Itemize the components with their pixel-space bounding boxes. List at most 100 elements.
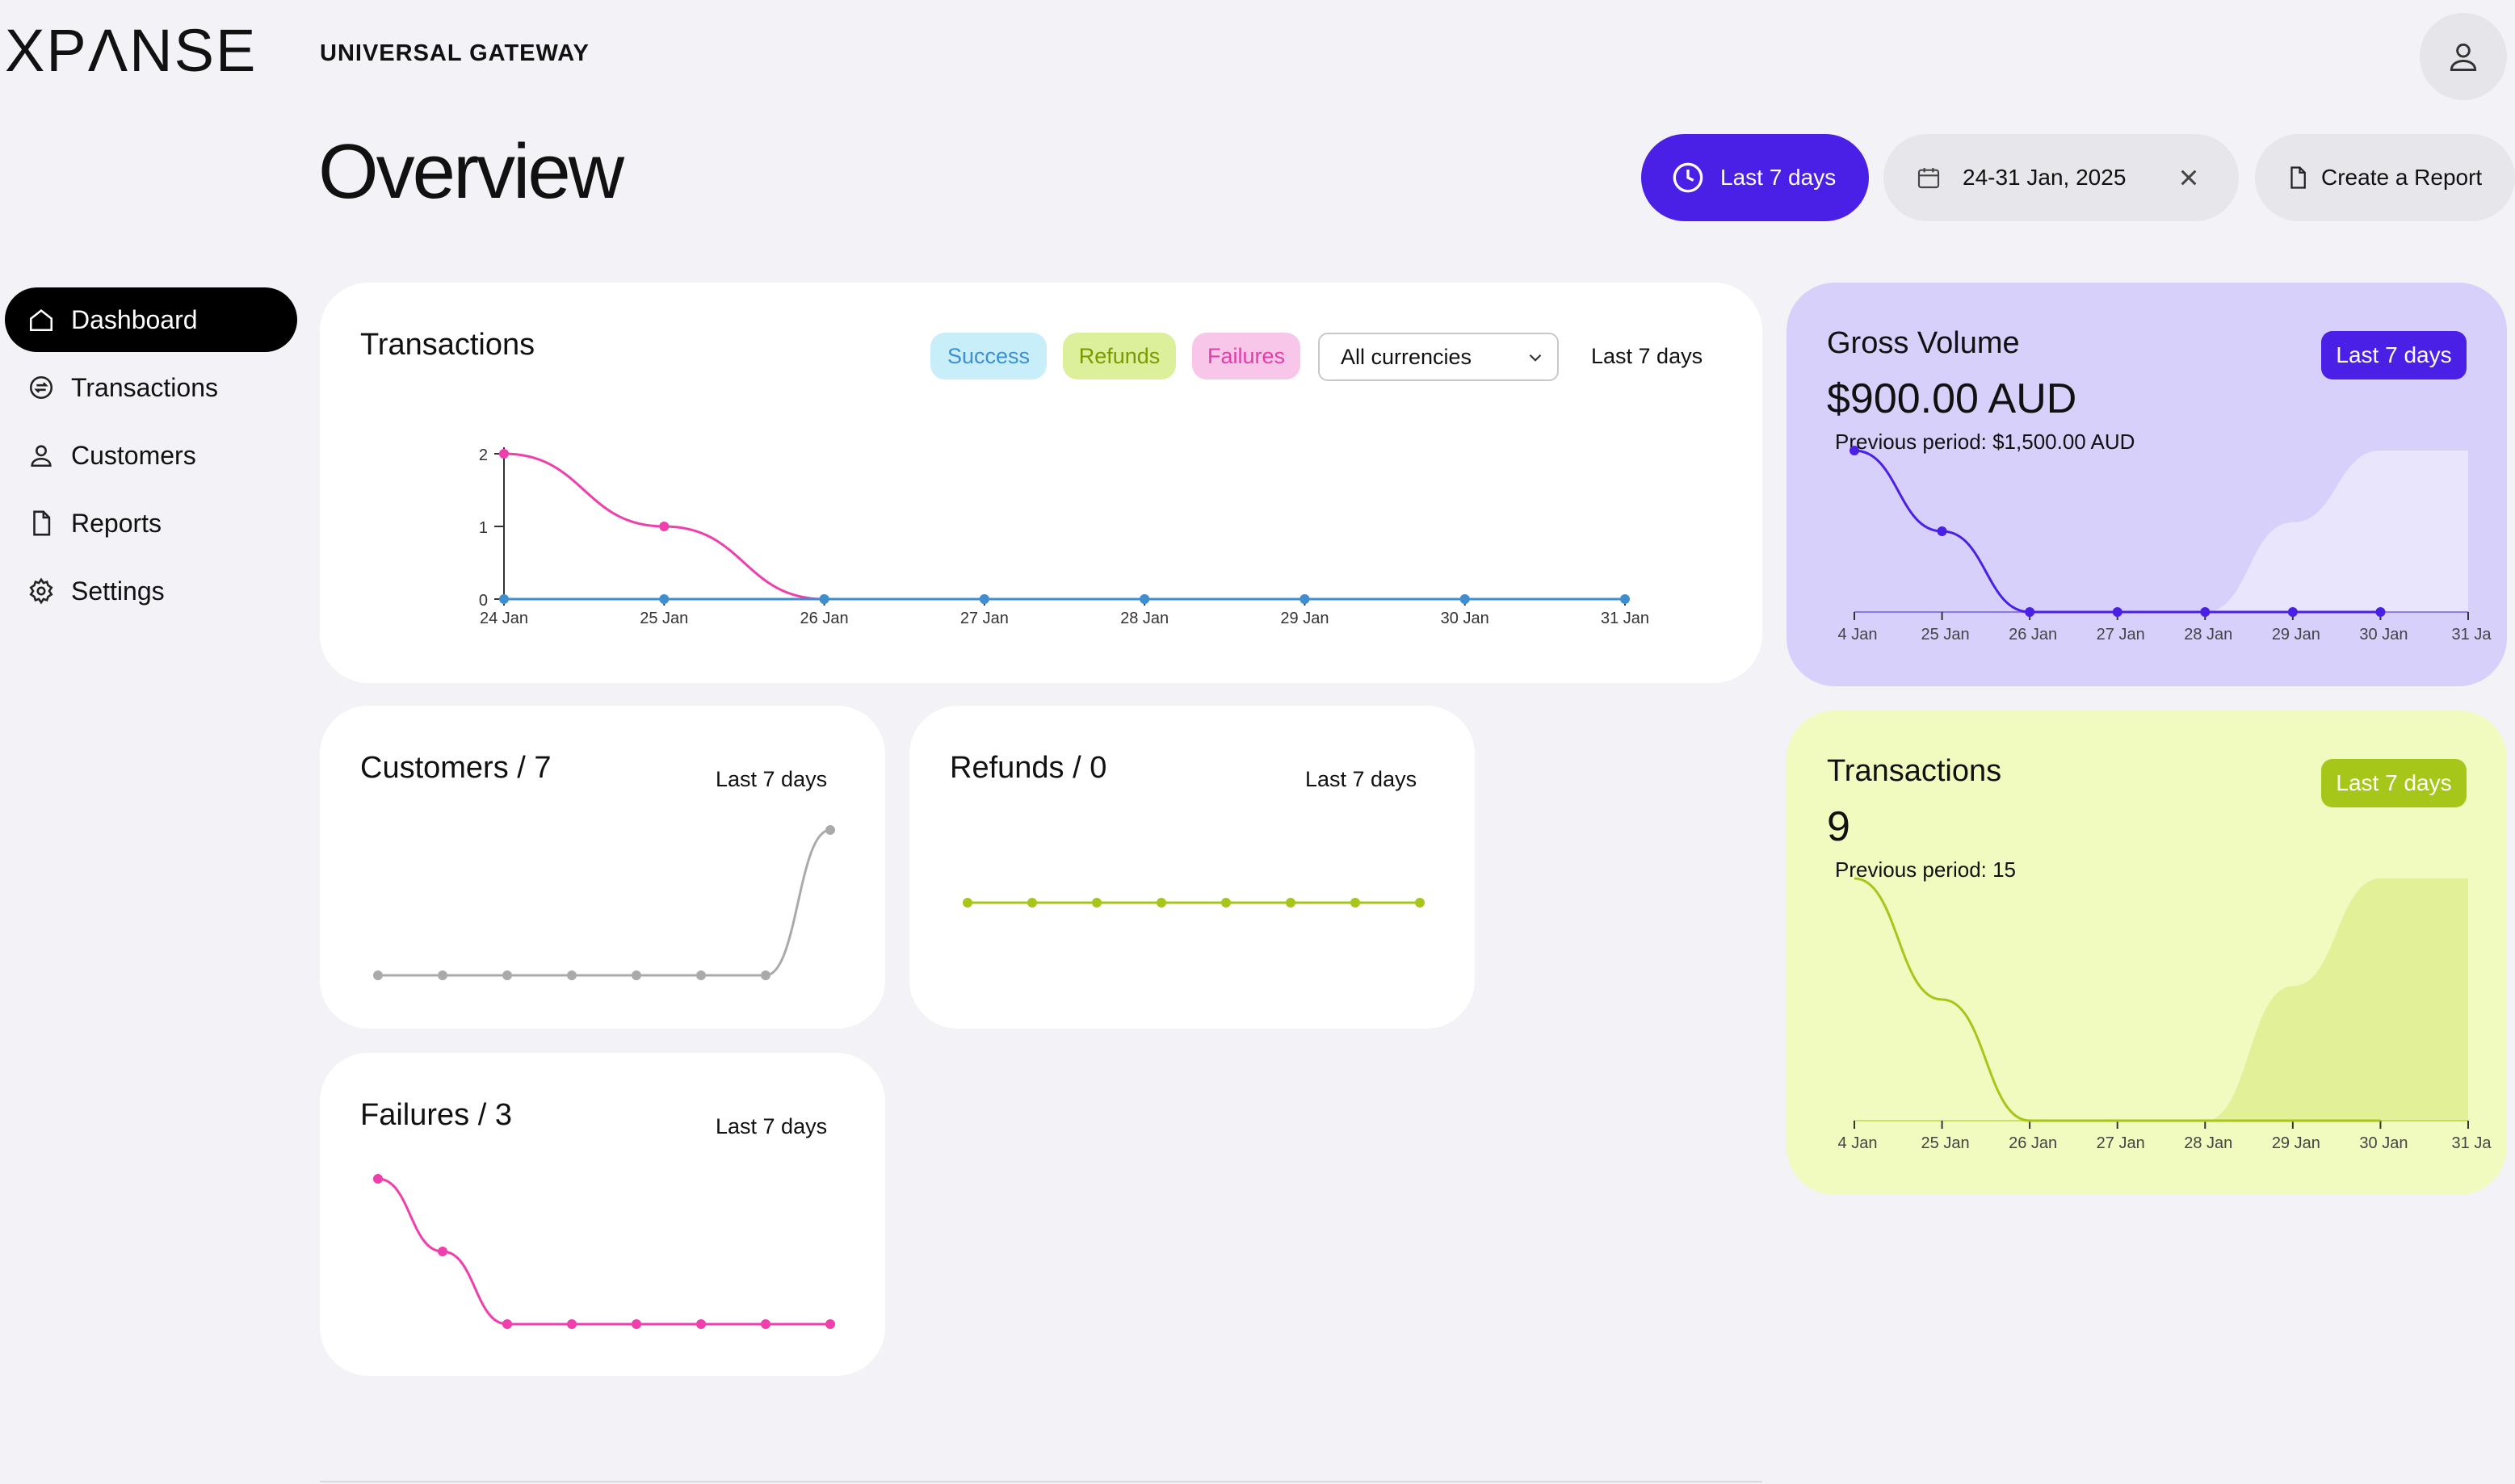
failures-filter-chip[interactable]: Failures	[1192, 333, 1300, 379]
x-tick-label: 4 Jan	[1838, 1134, 1878, 1152]
customers-line	[377, 828, 831, 977]
x-tick-label: 26 Jan	[800, 610, 849, 627]
sidebar-item-label: Reports	[71, 508, 162, 538]
customers-card-title: Customers / 7	[360, 751, 552, 785]
brand-logo: XPΛNSE	[5, 17, 258, 84]
sidebar-item-label: Settings	[71, 576, 165, 606]
gross-volume-title: Gross Volume	[1827, 326, 2020, 360]
transactions-range: Last 7 days	[1591, 344, 1703, 368]
create-report-label: Create a Report	[2321, 165, 2483, 190]
transactions-chart: 0 1 2 24 Jan 25 Jan 26 Jan 27 Jan 28 Jan 29 Jan 3…	[479, 446, 1649, 627]
range-label: Last 7 days	[1720, 165, 1837, 190]
sidebar-item-label: Dashboard	[71, 304, 198, 334]
date-range-label: 24-31 Jan, 2025	[1963, 165, 2127, 190]
customers-point	[438, 970, 447, 980]
refunds-point	[1027, 898, 1037, 908]
gross-point	[1937, 526, 1947, 536]
user-avatar-button[interactable]	[2420, 13, 2507, 100]
x-tick-label: 27 Jan	[2097, 1134, 2145, 1152]
refunds-card	[909, 706, 1475, 1029]
x-tick-label: 25 Jan	[640, 610, 688, 627]
gross-volume-chart: 4 Jan 25 Jan 26 Jan 27 Jan 28 Jan 29 Jan 30 Ja…	[1838, 446, 2492, 643]
refunds-point	[1350, 898, 1360, 908]
sidebar-item-transactions[interactable]: Transactions	[5, 355, 297, 420]
failures-range: Last 7 days	[716, 1114, 828, 1138]
failures-point	[502, 1319, 512, 1329]
customers-point	[825, 825, 835, 835]
customers-chart	[373, 825, 835, 980]
failures-point	[825, 1319, 835, 1329]
x-tick-label: 31 Ja	[2452, 626, 2492, 643]
user-icon	[2450, 43, 2477, 71]
customers-point	[632, 970, 641, 980]
gear-icon	[29, 577, 53, 605]
currency-select-value: All currencies	[1341, 344, 1472, 369]
customers-point	[502, 970, 512, 980]
x-tick-label: 24 Jan	[480, 610, 528, 627]
gross-volume-value: $900.00 AUD	[1827, 375, 2077, 422]
date-range-picker[interactable]: 24-31 Jan, 2025	[1883, 134, 2239, 221]
refunds-chart	[963, 898, 1425, 908]
clock-icon	[1673, 162, 1703, 193]
customers-point	[696, 970, 706, 980]
x-tick-label: 29 Jan	[2272, 1134, 2320, 1152]
x-tick-label: 25 Jan	[1921, 626, 1970, 643]
transactions-previous-period: Previous period: 15	[1835, 857, 2017, 882]
data-point-success	[659, 594, 670, 604]
transactions-card-title: Transactions	[360, 328, 535, 362]
x-tick-label: 4 Jan	[1838, 626, 1878, 643]
transactions-summary-chart: 4 Jan 25 Jan 26 Jan 27 Jan 28 Jan 29 Jan 30 Ja…	[1838, 877, 2492, 1152]
refunds-point	[1415, 898, 1425, 908]
refunds-point	[1157, 898, 1166, 908]
home-icon	[29, 309, 53, 332]
refunds-filter-chip[interactable]: Refunds	[1063, 333, 1176, 379]
sidebar-item-reports[interactable]: Reports	[5, 491, 297, 555]
x-tick-label: 26 Jan	[2009, 1134, 2057, 1152]
tx_summary-current-line	[1854, 877, 2381, 1122]
sidebar-item-dashboard[interactable]: Dashboard	[5, 287, 297, 352]
refunds-point	[963, 898, 972, 908]
x-tick-label: 30 Jan	[1441, 610, 1489, 627]
gross-range-badge[interactable]: Last 7 days	[2321, 331, 2467, 379]
last-7-days-button[interactable]: Last 7 days	[1641, 134, 1869, 221]
series-line-failures	[503, 452, 1465, 601]
x-tick-label: 27 Jan	[2097, 626, 2145, 643]
gross-point	[2375, 607, 2386, 617]
chevron-down-icon	[1529, 354, 1542, 362]
y-tick-label: 1	[479, 519, 488, 537]
x-tick-label: 27 Jan	[960, 610, 1009, 627]
success-filter-chip[interactable]: Success	[930, 333, 1047, 379]
refunds-point	[1221, 898, 1231, 908]
product-name: UNIVERSAL GATEWAY	[320, 40, 590, 66]
x-tick-label: 29 Jan	[1280, 610, 1329, 627]
close-icon[interactable]	[2173, 161, 2205, 194]
tx_summary-previous-area	[1854, 878, 2468, 1121]
data-point-failures	[659, 522, 670, 531]
sidebar-item-settings[interactable]: Settings	[5, 559, 297, 623]
transactions-summary-value: 9	[1827, 803, 1850, 850]
create-report-button[interactable]: Create a Report	[2255, 134, 2515, 221]
transfer-icon	[29, 375, 53, 400]
y-tick-label: 0	[479, 592, 488, 610]
failures-point	[438, 1247, 447, 1256]
sidebar-item-label: Customers	[71, 440, 196, 470]
data-point-success	[1620, 594, 1630, 604]
failures-chart	[373, 1174, 835, 1329]
x-tick-label: 25 Jan	[1921, 1134, 1970, 1152]
page-title: Overview	[318, 128, 624, 215]
user-icon	[31, 445, 52, 467]
x-tick-label: 30 Jan	[2359, 626, 2408, 643]
customers-point	[761, 970, 770, 980]
x-tick-label: 26 Jan	[2009, 626, 2057, 643]
document-icon	[2290, 166, 2306, 189]
divider	[320, 1481, 1762, 1482]
currency-select[interactable]: All currencies	[1318, 333, 1559, 381]
sidebar-item-customers[interactable]: Customers	[5, 423, 297, 488]
y-tick-label: 2	[479, 446, 488, 464]
data-point-success	[979, 594, 989, 604]
failures-point	[567, 1319, 577, 1329]
calendar-icon	[1917, 168, 1940, 189]
sidebar-item-label: Transactions	[71, 372, 218, 402]
gross-point	[2025, 607, 2035, 617]
transactions-range-badge[interactable]: Last 7 days	[2321, 759, 2467, 807]
